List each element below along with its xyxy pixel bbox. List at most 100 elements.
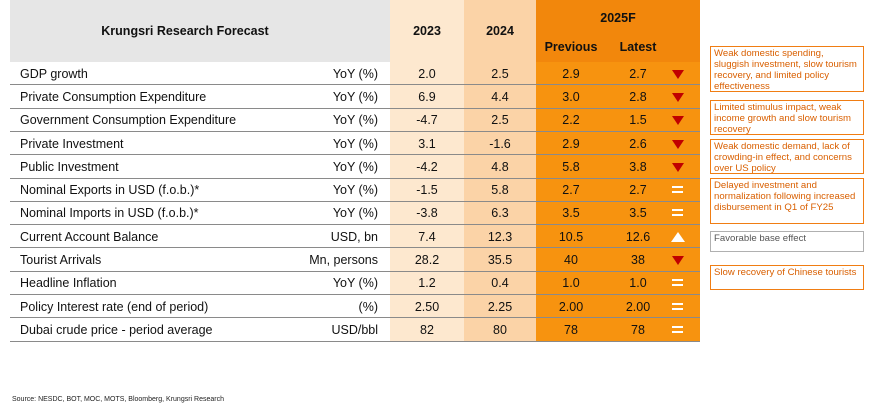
down-arrow-icon: [671, 137, 685, 151]
value-previous: 5.8: [562, 159, 580, 174]
table-row: Dubai crude price - period average USD/bb…: [0, 318, 700, 341]
row-label: Headline Inflation: [20, 276, 117, 291]
value-previous: 2.00: [558, 299, 584, 314]
equals-icon: [671, 300, 685, 314]
row-divider: [10, 177, 700, 179]
row-label: Public Investment: [20, 159, 119, 174]
row-label: Private Consumption Expenditure: [20, 89, 207, 104]
up-arrow-icon: [671, 230, 685, 244]
row-unit: USD/bbl: [331, 322, 378, 337]
row-unit: YoY (%): [332, 276, 378, 291]
row-label: Policy Interest rate (end of period): [20, 299, 209, 314]
table-row: Public Investment YoY (%) -4.2 4.8 5.8 3.8: [0, 155, 700, 178]
down-arrow-icon: [671, 67, 685, 81]
value-2024: 4.8: [491, 159, 509, 174]
down-arrow-icon: [671, 113, 685, 127]
table-row: Private Investment YoY (%) 3.1 -1.6 2.9 2.6: [0, 132, 700, 155]
row-divider: [10, 84, 700, 86]
header-2025f-bar: [536, 0, 700, 62]
row-label: Current Account Balance: [20, 229, 159, 244]
down-arrow-icon: [671, 90, 685, 104]
row-divider: [10, 247, 700, 249]
row-unit: YoY (%): [332, 206, 378, 221]
equals-icon: [671, 206, 685, 220]
value-2023: -1.5: [416, 183, 438, 198]
row-unit: YoY (%): [332, 136, 378, 151]
row-unit: YoY (%): [332, 66, 378, 81]
value-previous: 2.2: [562, 113, 580, 128]
value-previous: 40: [564, 253, 578, 268]
value-2023: -4.2: [416, 159, 438, 174]
header-previous: Previous: [544, 40, 598, 54]
value-2023: 28.2: [414, 253, 440, 268]
annotation-note: Slow recovery of Chinese tourists: [710, 265, 864, 290]
row-unit: Mn, persons: [309, 253, 378, 268]
table-row: Headline Inflation YoY (%) 1.2 0.4 1.0 1.0: [0, 272, 700, 295]
row-label: Nominal Imports in USD (f.o.b.)*: [20, 206, 199, 221]
value-2023: -3.8: [416, 206, 438, 221]
value-previous: 10.5: [558, 229, 584, 244]
row-label: Government Consumption Expenditure: [20, 113, 237, 128]
value-latest: 3.5: [629, 206, 647, 221]
row-unit: (%): [358, 299, 378, 314]
band-2023: [390, 0, 464, 342]
value-latest: 2.7: [629, 66, 647, 81]
table-row: GDP growth YoY (%) 2.0 2.5 2.9 2.7: [0, 62, 700, 85]
row-label: Private Investment: [20, 136, 124, 151]
header-2024: 2024: [486, 24, 514, 38]
header-bar: [10, 0, 390, 62]
annotation-note: Weak domestic spending, sluggish investm…: [710, 46, 864, 92]
row-label: Tourist Arrivals: [20, 253, 102, 268]
value-2023: 2.50: [414, 299, 440, 314]
value-previous: 2.7: [562, 183, 580, 198]
value-2023: 6.9: [418, 89, 436, 104]
row-divider: [10, 294, 700, 295]
header-latest: Latest: [619, 40, 657, 54]
value-2023: -4.7: [416, 113, 438, 128]
value-previous: 2.9: [562, 136, 580, 151]
value-latest: 2.8: [629, 89, 647, 104]
row-divider: [10, 107, 700, 109]
equals-icon: [671, 183, 685, 197]
value-latest: 1.5: [629, 113, 647, 128]
row-divider: [10, 200, 700, 202]
value-2023: 82: [420, 322, 434, 337]
table-row: Nominal Exports in USD (f.o.b.)* YoY (%) -…: [0, 179, 700, 202]
value-latest: 2.6: [629, 136, 647, 151]
down-arrow-icon: [671, 253, 685, 267]
table-row: Policy Interest rate (end of period) (%) 2…: [0, 295, 700, 318]
table-row: Current Account Balance USD, bn 7.4 12.3 10.…: [0, 225, 700, 248]
row-label: GDP growth: [20, 66, 88, 81]
value-2024: -1.6: [489, 136, 511, 151]
value-2023: 1.2: [418, 276, 436, 291]
value-2024: 5.8: [491, 183, 509, 198]
table-row: Government Consumption Expenditure YoY (%…: [0, 109, 700, 132]
value-latest: 2.00: [625, 299, 651, 314]
value-2024: 4.4: [491, 89, 509, 104]
value-2024: 2.5: [491, 66, 509, 81]
row-divider: [10, 340, 700, 342]
annotation-note: Limited stimulus impact, weak income gro…: [710, 100, 864, 135]
value-2024: 12.3: [487, 229, 513, 244]
value-2023: 2.0: [418, 66, 436, 81]
annotation-note: Weak domestic demand, lack of crowding-i…: [710, 139, 864, 174]
row-divider: [10, 154, 700, 156]
value-2023: 3.1: [418, 136, 436, 151]
value-latest: 78: [631, 322, 645, 337]
down-arrow-icon: [671, 160, 685, 174]
value-2024: 2.5: [491, 113, 509, 128]
table-row: Private Consumption Expenditure YoY (%) 6.…: [0, 85, 700, 108]
value-2024: 35.5: [487, 253, 513, 268]
equals-icon: [671, 323, 685, 337]
row-label: Dubai crude price - period average: [20, 322, 213, 337]
value-previous: 1.0: [562, 276, 580, 291]
band-2024: [464, 0, 536, 342]
row-divider: [10, 130, 700, 132]
value-2023: 7.4: [418, 229, 436, 244]
header-2023: 2023: [413, 24, 441, 38]
value-previous: 3.5: [562, 206, 580, 221]
row-unit: YoY (%): [332, 113, 378, 128]
value-latest: 2.7: [629, 183, 647, 198]
equals-icon: [671, 276, 685, 290]
